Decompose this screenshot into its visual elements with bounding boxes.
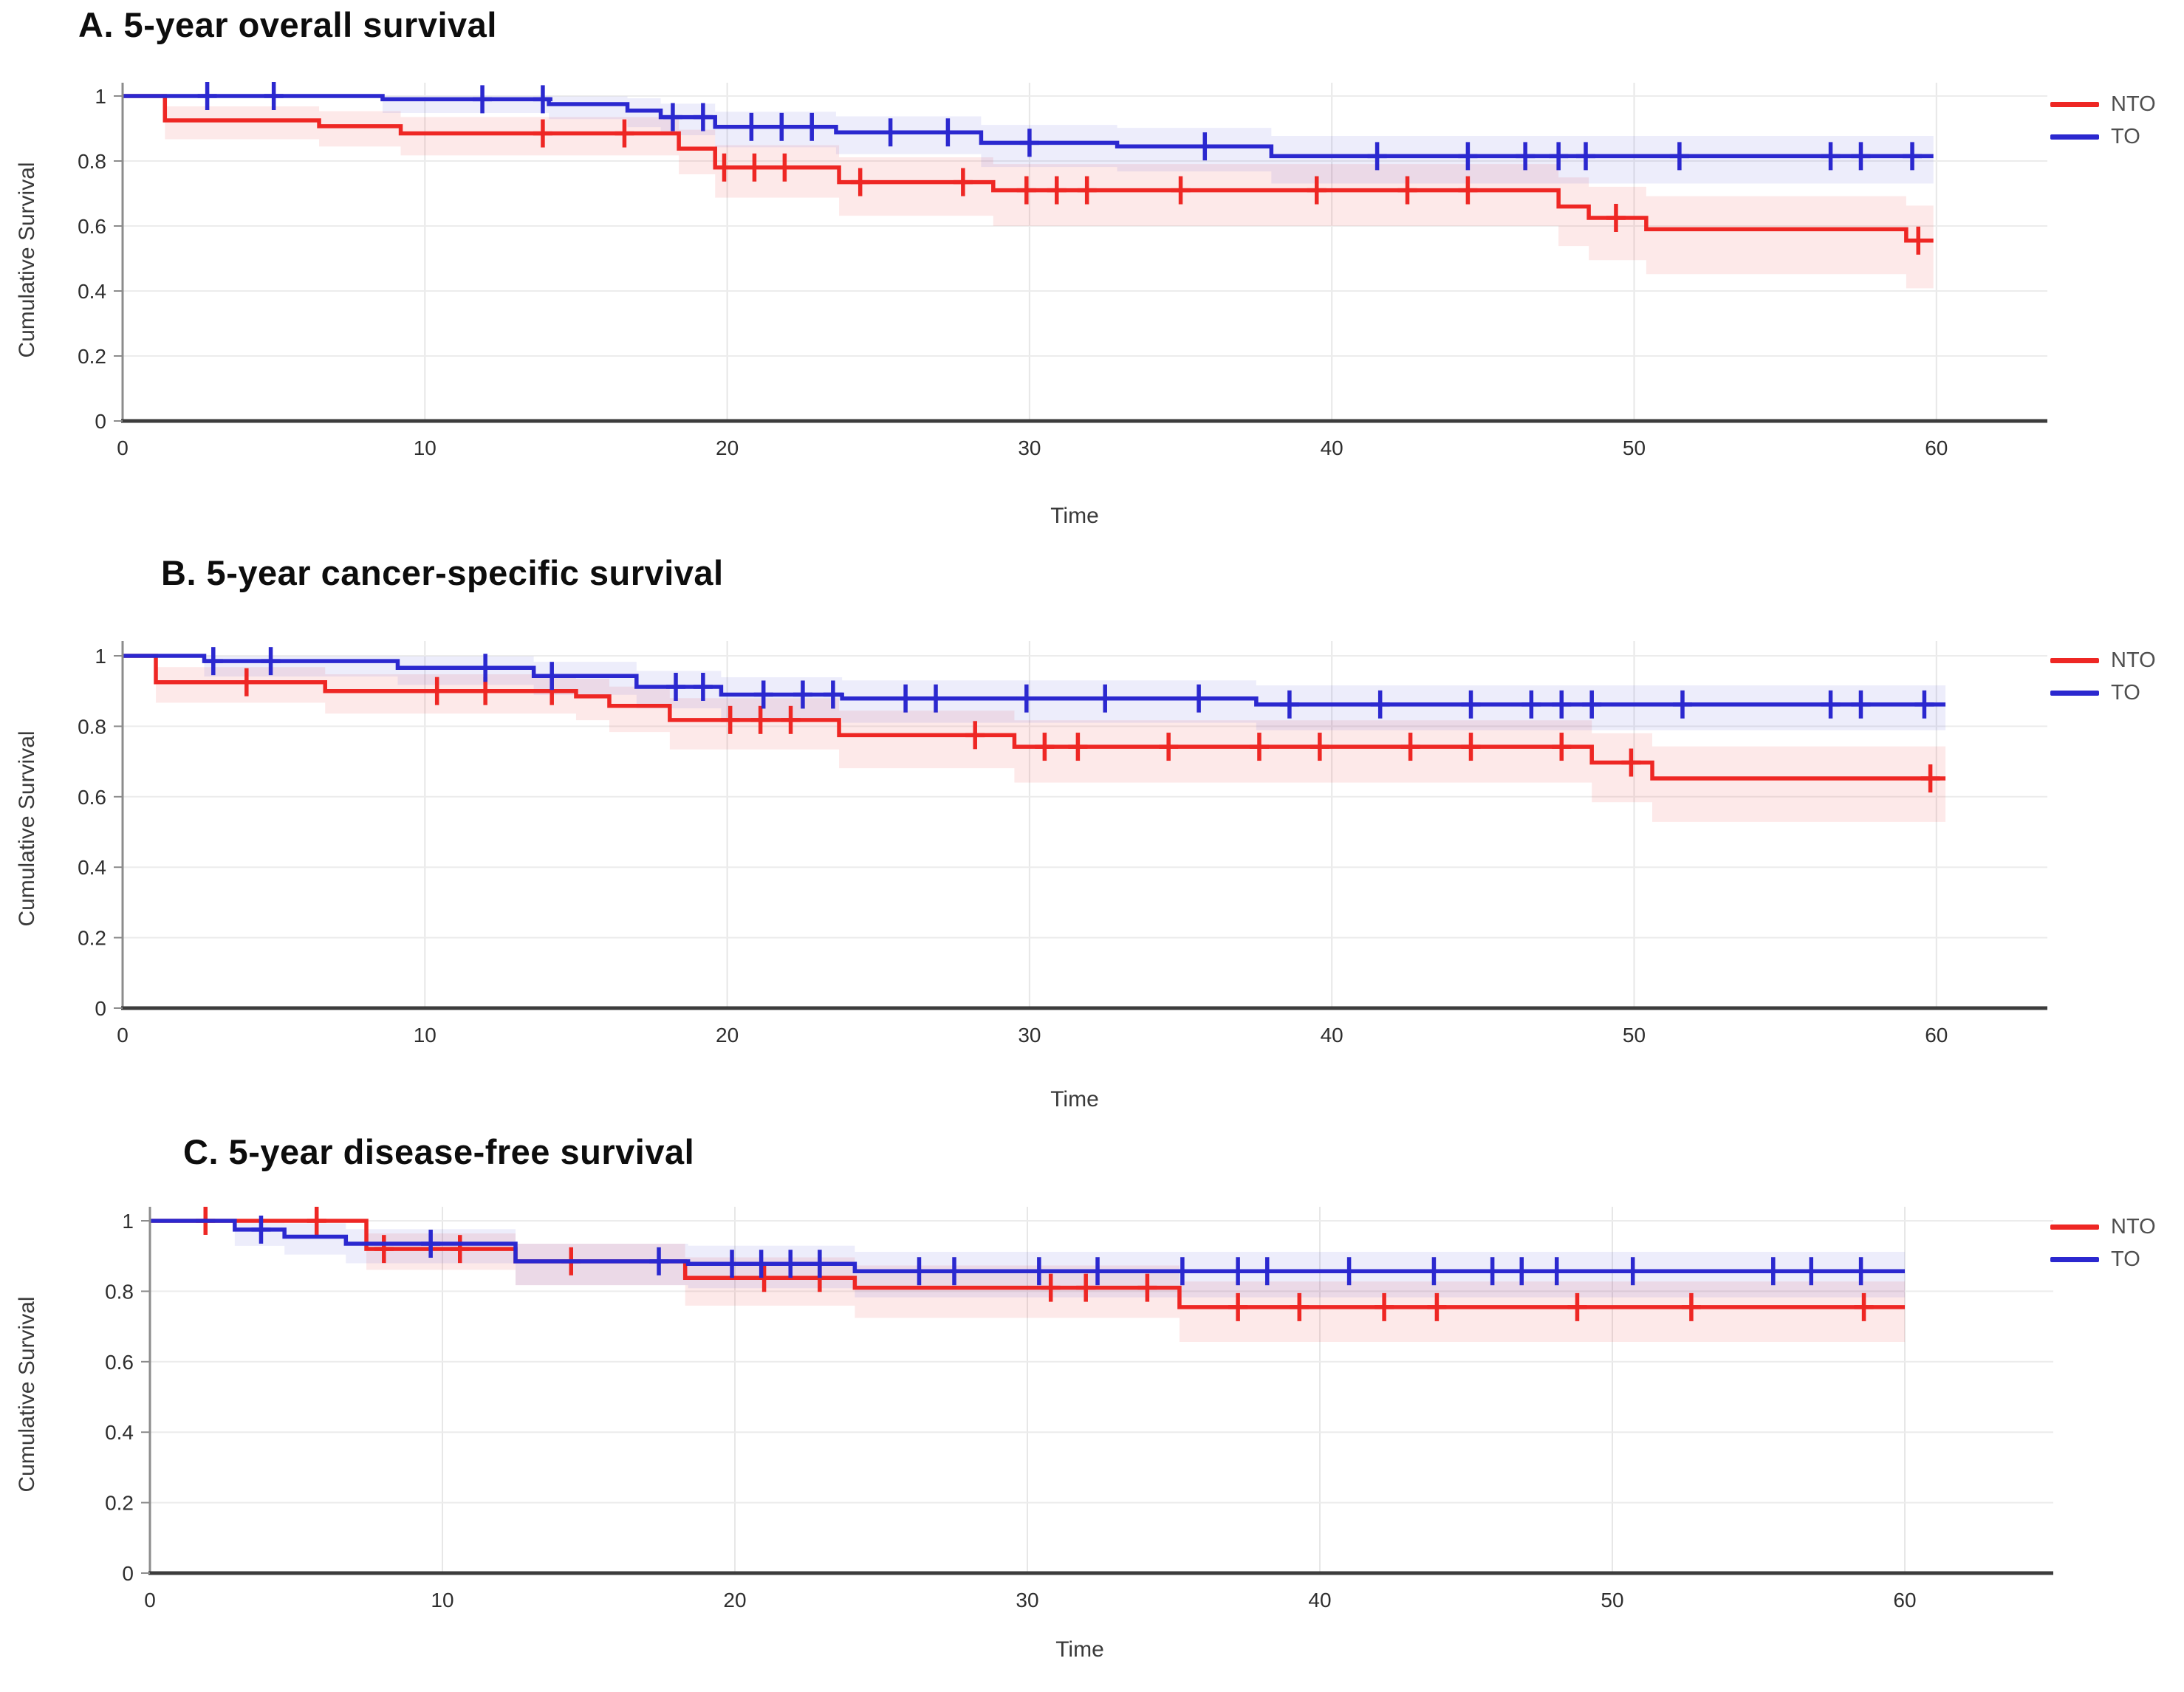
nto-line-swatch [2050, 657, 2099, 663]
x-tick-label: 0 [117, 1024, 129, 1047]
x-tick-label: 0 [117, 436, 129, 459]
x-tick-label: 50 [1623, 1024, 1646, 1047]
legend-label-nto: NTO [2111, 92, 2156, 116]
panel-c-title: C. 5-year disease-free survival [183, 1132, 695, 1171]
panel-a-title: A. 5-year overall survival [78, 5, 497, 44]
x-tick-label: 60 [1925, 1024, 1948, 1047]
y-tick-label: 0.2 [105, 1492, 134, 1515]
legend-item-to: TO [2050, 1248, 2156, 1270]
x-tick-label: 30 [1018, 1024, 1041, 1047]
x-tick-label: 40 [1321, 1024, 1343, 1047]
y-tick-label: 0.6 [105, 1351, 134, 1374]
y-tick-label: 0.6 [78, 215, 106, 238]
y-tick-label: 0 [122, 1562, 134, 1585]
y-tick-label: 1 [95, 85, 106, 108]
legend-item-nto: NTO [2050, 1216, 2156, 1238]
ci-band-to [150, 1221, 1905, 1298]
x-tick-label: 20 [723, 1589, 746, 1611]
x-tick-label: 20 [716, 1024, 739, 1047]
y-axis-label: Cumulative Survival [15, 162, 39, 357]
y-axis-label: Cumulative Survival [15, 1296, 39, 1492]
x-tick-label: 50 [1601, 1589, 1623, 1611]
y-tick-label: 0.8 [105, 1280, 134, 1303]
to-line-swatch [2050, 134, 2099, 140]
legend-panel-c: NTO TO [2050, 1216, 2156, 1270]
legend-label-to: TO [2111, 124, 2140, 148]
x-tick-label: 30 [1018, 436, 1041, 459]
legend-panel-b: NTO TO [2050, 649, 2156, 704]
y-tick-label: 0.8 [78, 715, 106, 738]
panel-2: 00.20.40.60.810 10 20 30 40 50 60TimeCumulativ… [15, 1207, 2053, 1662]
x-tick-label: 10 [431, 1589, 453, 1611]
legend-item-nto: NTO [2050, 93, 2156, 115]
y-axis-label: Cumulative Survival [15, 730, 39, 926]
legend-label-nto: NTO [2111, 648, 2156, 672]
y-tick-label: 1 [95, 645, 106, 668]
y-tick-label: 0 [95, 997, 106, 1020]
legend-item-nto: NTO [2050, 649, 2156, 671]
x-axis-label: Time [1055, 1637, 1104, 1662]
y-tick-label: 0.8 [78, 150, 106, 173]
km-curve-nto [123, 94, 1934, 243]
x-tick-label: 50 [1623, 436, 1646, 459]
legend-item-to: TO [2050, 682, 2156, 704]
x-axis-label: Time [1050, 1087, 1099, 1112]
to-line-swatch [2050, 690, 2099, 696]
legend-panel-a: NTO TO [2050, 93, 2156, 148]
x-tick-label: 60 [1893, 1589, 1916, 1611]
x-tick-label: 60 [1925, 436, 1948, 459]
km-curve-nto [123, 654, 1946, 781]
legend-label-nto: NTO [2111, 1214, 2156, 1239]
panel-b-title: B. 5-year cancer-specific survival [161, 553, 724, 592]
x-tick-label: 30 [1016, 1589, 1038, 1611]
panel-0: 00.20.40.60.810 10 20 30 40 50 60TimeCumulativ… [15, 82, 2047, 528]
to-line-swatch [2050, 1256, 2099, 1262]
y-tick-label: 0.6 [78, 786, 106, 809]
x-tick-label: 40 [1308, 1589, 1331, 1611]
x-tick-label: 0 [144, 1589, 156, 1611]
x-tick-label: 40 [1321, 436, 1343, 459]
y-tick-label: 1 [122, 1210, 134, 1233]
panel-1: 00.20.40.60.810 10 20 30 40 50 60TimeCumulativ… [15, 641, 2047, 1112]
y-tick-label: 0 [95, 410, 106, 433]
x-tick-label: 20 [716, 436, 739, 459]
nto-line-swatch [2050, 101, 2099, 107]
legend-item-to: TO [2050, 126, 2156, 148]
y-tick-label: 0.4 [78, 280, 106, 303]
km-curve-to [123, 654, 1946, 707]
x-tick-label: 10 [414, 1024, 437, 1047]
x-axis-label: Time [1050, 504, 1099, 528]
y-tick-label: 0.2 [78, 345, 106, 368]
ci-band-nto [150, 1221, 1905, 1342]
y-tick-label: 0.4 [78, 856, 106, 879]
y-tick-label: 0.2 [78, 927, 106, 950]
x-tick-label: 10 [414, 436, 437, 459]
y-tick-label: 0.4 [105, 1421, 134, 1444]
legend-label-to: TO [2111, 1247, 2140, 1271]
nto-line-swatch [2050, 1224, 2099, 1230]
legend-label-to: TO [2111, 680, 2140, 705]
